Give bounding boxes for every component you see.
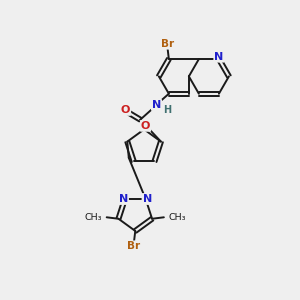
Text: N: N — [142, 194, 152, 204]
Text: CH₃: CH₃ — [168, 213, 186, 222]
Text: N: N — [152, 100, 161, 110]
Text: Br: Br — [161, 39, 174, 49]
Text: N: N — [214, 52, 224, 62]
Text: N: N — [119, 194, 128, 204]
Text: H: H — [164, 105, 172, 115]
Text: CH₃: CH₃ — [85, 213, 102, 222]
Text: O: O — [141, 121, 150, 131]
Text: Br: Br — [127, 241, 140, 251]
Text: O: O — [121, 105, 130, 115]
